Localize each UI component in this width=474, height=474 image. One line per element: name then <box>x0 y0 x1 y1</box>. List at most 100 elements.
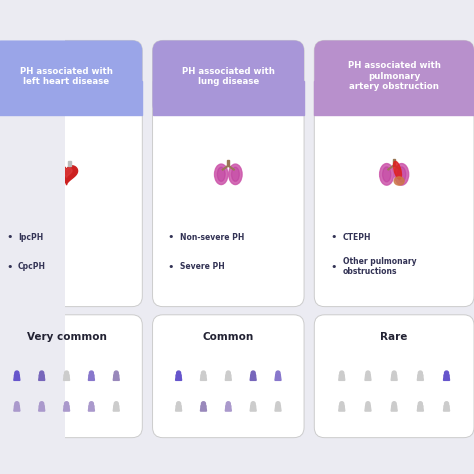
Polygon shape <box>39 406 45 411</box>
Circle shape <box>251 371 255 375</box>
Ellipse shape <box>383 167 391 182</box>
Circle shape <box>340 402 344 406</box>
Circle shape <box>15 373 19 378</box>
Polygon shape <box>339 406 345 411</box>
Polygon shape <box>175 375 182 380</box>
Text: IpcPH: IpcPH <box>18 233 43 242</box>
Circle shape <box>251 404 255 409</box>
Polygon shape <box>417 406 423 411</box>
Circle shape <box>39 373 44 378</box>
Polygon shape <box>444 375 449 380</box>
Circle shape <box>15 404 19 409</box>
Circle shape <box>177 402 181 406</box>
Polygon shape <box>14 406 20 411</box>
Polygon shape <box>88 375 94 380</box>
Polygon shape <box>64 375 70 380</box>
Circle shape <box>445 402 448 406</box>
Polygon shape <box>275 375 281 380</box>
Circle shape <box>64 371 69 375</box>
Text: PH associated with
left heart disease: PH associated with left heart disease <box>20 66 113 86</box>
Circle shape <box>114 371 118 375</box>
Circle shape <box>226 404 231 409</box>
Ellipse shape <box>380 164 394 185</box>
Polygon shape <box>113 406 119 411</box>
Text: Rare: Rare <box>381 332 408 342</box>
Circle shape <box>40 371 44 375</box>
FancyBboxPatch shape <box>153 40 304 115</box>
Circle shape <box>201 402 205 406</box>
Polygon shape <box>391 406 397 411</box>
Circle shape <box>114 402 118 406</box>
Text: Common: Common <box>203 332 254 342</box>
FancyBboxPatch shape <box>0 40 142 115</box>
Circle shape <box>444 373 449 378</box>
Circle shape <box>419 402 422 406</box>
Text: •: • <box>168 262 174 272</box>
Polygon shape <box>55 166 78 184</box>
Circle shape <box>339 373 344 378</box>
Circle shape <box>15 402 19 406</box>
Polygon shape <box>417 375 423 380</box>
Bar <box>0 82 142 115</box>
Text: Severe PH: Severe PH <box>180 262 225 271</box>
Circle shape <box>176 373 181 378</box>
FancyBboxPatch shape <box>314 40 474 115</box>
Text: Other pulmonary
obstructions: Other pulmonary obstructions <box>343 257 417 276</box>
Circle shape <box>251 373 255 378</box>
Polygon shape <box>275 406 281 411</box>
Text: •: • <box>330 262 337 272</box>
Circle shape <box>365 404 370 409</box>
Circle shape <box>114 373 118 378</box>
Ellipse shape <box>217 167 225 182</box>
Circle shape <box>276 371 280 375</box>
Circle shape <box>419 371 422 375</box>
Polygon shape <box>61 168 72 177</box>
Ellipse shape <box>228 164 242 184</box>
Circle shape <box>392 404 396 409</box>
Text: Very common: Very common <box>27 332 107 342</box>
Text: CpcPH: CpcPH <box>18 262 46 271</box>
FancyBboxPatch shape <box>314 315 474 438</box>
Polygon shape <box>250 375 256 380</box>
Polygon shape <box>339 375 345 380</box>
Circle shape <box>64 402 69 406</box>
Circle shape <box>418 404 423 409</box>
Circle shape <box>226 373 231 378</box>
Text: PH associated with
pulmonary
artery obstruction: PH associated with pulmonary artery obst… <box>348 61 441 91</box>
Polygon shape <box>201 375 207 380</box>
Circle shape <box>89 404 94 409</box>
Text: •: • <box>6 232 12 242</box>
Polygon shape <box>201 406 207 411</box>
Polygon shape <box>225 406 231 411</box>
Ellipse shape <box>394 164 409 185</box>
Circle shape <box>64 373 69 378</box>
Circle shape <box>339 404 344 409</box>
Bar <box>393 159 395 165</box>
Circle shape <box>201 371 205 375</box>
FancyBboxPatch shape <box>0 40 142 307</box>
Circle shape <box>340 371 344 375</box>
Polygon shape <box>14 375 20 380</box>
FancyBboxPatch shape <box>153 315 304 438</box>
Ellipse shape <box>215 164 228 184</box>
Circle shape <box>114 404 118 409</box>
FancyBboxPatch shape <box>314 40 474 307</box>
Circle shape <box>366 371 370 375</box>
Circle shape <box>90 371 93 375</box>
Text: CTEPH: CTEPH <box>343 233 372 242</box>
Text: Non-severe PH: Non-severe PH <box>180 233 244 242</box>
Bar <box>153 82 304 115</box>
Bar <box>314 82 474 115</box>
Polygon shape <box>444 406 449 411</box>
Polygon shape <box>64 406 70 411</box>
Circle shape <box>226 402 230 406</box>
Circle shape <box>90 402 93 406</box>
Circle shape <box>226 371 230 375</box>
Polygon shape <box>250 406 256 411</box>
Polygon shape <box>39 375 45 380</box>
Circle shape <box>40 402 44 406</box>
Text: PH associated with
lung disease: PH associated with lung disease <box>182 66 275 86</box>
Circle shape <box>366 402 370 406</box>
Polygon shape <box>88 406 94 411</box>
Circle shape <box>392 402 396 406</box>
